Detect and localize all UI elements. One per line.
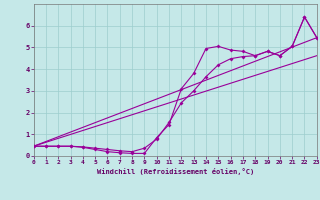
X-axis label: Windchill (Refroidissement éolien,°C): Windchill (Refroidissement éolien,°C): [97, 168, 254, 175]
